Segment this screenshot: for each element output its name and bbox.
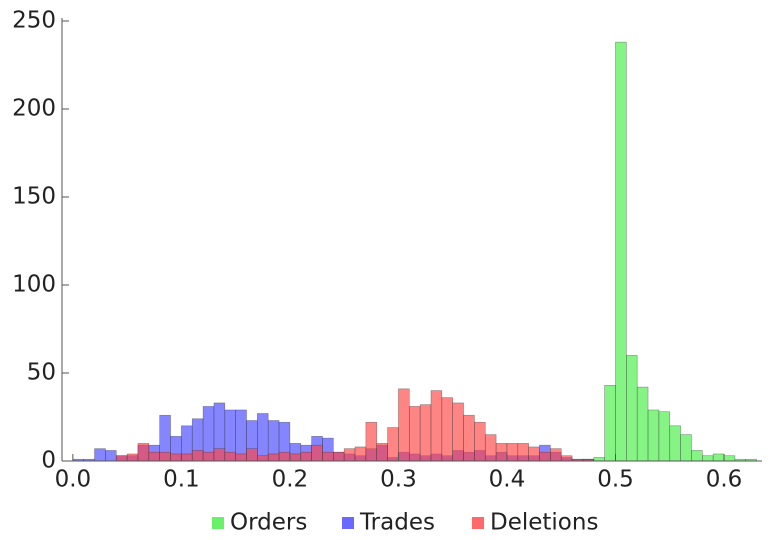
bar: [658, 411, 671, 462]
x-tick-label: 0.5: [597, 467, 634, 493]
bar: [115, 455, 128, 462]
bar: [170, 453, 182, 462]
bar: [289, 453, 302, 462]
legend-label: Orders: [230, 510, 307, 536]
bar: [691, 450, 703, 462]
bar: [354, 446, 367, 462]
bar: [604, 385, 616, 462]
bar: [517, 443, 529, 462]
bar: [712, 453, 725, 462]
bar: [474, 421, 486, 462]
bar: [202, 451, 215, 462]
bar: [94, 448, 106, 462]
bar: [235, 453, 247, 462]
y-tick-label: 250: [12, 8, 56, 34]
y-tick-label: 0: [41, 448, 56, 474]
bar: [528, 446, 540, 462]
bar: [148, 451, 160, 462]
legend-label: Trades: [359, 510, 435, 536]
y-tick-label: 100: [12, 272, 56, 298]
bar: [669, 425, 681, 462]
x-tick-label: 0.6: [706, 467, 743, 493]
y-tick-label: 150: [12, 184, 56, 210]
bar: [376, 443, 388, 462]
bar: [300, 451, 312, 462]
bar: [137, 443, 150, 462]
bar: [387, 427, 399, 462]
bar: [441, 397, 453, 462]
bar: [365, 421, 378, 462]
bar: [343, 448, 356, 462]
bar: [126, 453, 139, 462]
bar: [636, 386, 649, 462]
bar: [615, 41, 627, 462]
bar: [723, 455, 736, 462]
bar: [257, 413, 269, 462]
bar: [267, 453, 280, 462]
x-tick-label: 0.3: [380, 467, 417, 493]
bar: [235, 409, 247, 462]
legend-swatch: [342, 517, 354, 529]
bar: [702, 455, 714, 462]
y-tick-label: 200: [12, 96, 56, 122]
bar: [311, 444, 323, 462]
bar: [550, 448, 562, 462]
bar: [213, 448, 226, 462]
bar: [257, 455, 269, 462]
legend-label: Deletions: [490, 510, 598, 536]
bar: [680, 434, 692, 462]
bar: [398, 388, 410, 462]
bar: [419, 404, 432, 462]
bar: [246, 448, 258, 462]
legend-swatch: [472, 517, 484, 529]
bar: [181, 453, 193, 462]
bar: [452, 402, 464, 462]
bar: [626, 355, 638, 462]
legend-swatch: [212, 517, 224, 529]
bar: [647, 409, 660, 462]
bar: [333, 451, 345, 462]
bar: [408, 406, 421, 462]
x-tick-label: 0.1: [163, 467, 200, 493]
bar: [159, 451, 171, 462]
bar: [539, 451, 551, 462]
bar: [506, 443, 519, 462]
x-tick-label: 0.0: [55, 467, 92, 493]
y-tick-label: 50: [27, 360, 56, 386]
bar: [191, 450, 204, 462]
bar: [495, 443, 508, 462]
x-tick-label: 0.2: [272, 467, 309, 493]
bar: [593, 457, 605, 462]
bar: [560, 455, 573, 462]
bar: [430, 390, 443, 462]
bar: [484, 434, 497, 462]
bar: [322, 451, 334, 462]
bar: [278, 451, 291, 462]
bar: [463, 414, 475, 462]
bar: [224, 451, 236, 462]
bar: [105, 450, 117, 462]
x-tick-label: 0.4: [489, 467, 526, 493]
